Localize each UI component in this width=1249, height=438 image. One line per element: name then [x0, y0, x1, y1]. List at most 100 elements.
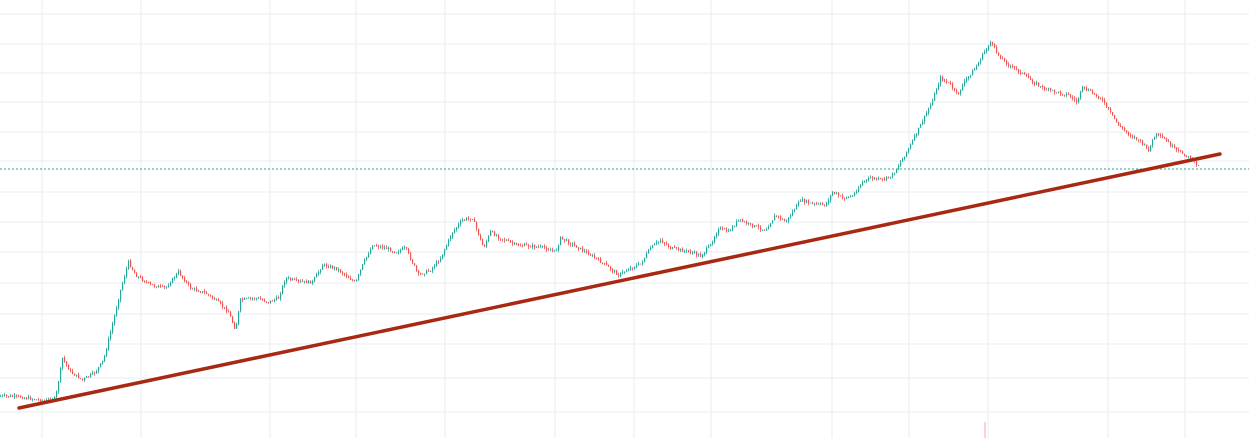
candle-body — [968, 76, 970, 79]
candle-body — [1190, 156, 1192, 160]
candle-body — [916, 133, 918, 136]
candle-body — [1056, 92, 1058, 94]
candle-body — [1122, 126, 1124, 128]
candle-body — [950, 82, 952, 84]
candle-body — [196, 288, 198, 291]
candle-body — [962, 85, 964, 91]
candle-body — [482, 239, 484, 246]
candle-body — [506, 240, 508, 242]
candle-body — [1104, 100, 1106, 103]
candle-body — [744, 221, 746, 223]
candle-body — [800, 201, 802, 202]
candle-body — [434, 266, 436, 268]
candle-body — [790, 215, 792, 217]
candle-body — [216, 299, 218, 301]
candle-body — [84, 378, 86, 380]
candle-body — [340, 269, 342, 273]
candle-body — [468, 218, 470, 219]
candle-body — [420, 273, 422, 275]
candle-body — [304, 280, 306, 282]
candle-body — [36, 399, 38, 401]
candle-body — [54, 396, 56, 400]
candle-body — [708, 245, 710, 248]
candle-body — [412, 259, 414, 264]
candle-body — [956, 89, 958, 93]
trend-line[interactable] — [17, 152, 1222, 410]
candle-body — [580, 247, 582, 250]
candle-body — [148, 282, 150, 283]
candle-body — [346, 274, 348, 277]
candle-body — [582, 247, 584, 251]
candle-body — [376, 245, 378, 247]
candle-body — [636, 265, 638, 268]
candle-body — [416, 265, 418, 271]
candle-body — [930, 105, 932, 109]
candle-body — [1026, 74, 1028, 76]
candle-body — [608, 265, 610, 267]
candle-body — [954, 88, 956, 90]
candle-body — [210, 295, 212, 296]
candle-body — [190, 284, 192, 289]
candle-body — [566, 239, 568, 241]
candle-body — [470, 218, 472, 220]
candle-body — [1010, 66, 1012, 67]
candle-body — [678, 248, 680, 251]
candle-body — [388, 248, 390, 249]
candle-body — [18, 395, 20, 397]
candle-body — [40, 399, 42, 402]
candle-body — [158, 285, 160, 288]
candle-body — [878, 178, 880, 180]
candle-body — [1096, 93, 1098, 97]
candle-body — [252, 298, 254, 300]
candle-body — [792, 211, 794, 216]
candle-body — [1098, 96, 1100, 99]
candle-body — [804, 199, 806, 203]
candle-body — [1158, 133, 1160, 135]
candle-body — [1140, 140, 1142, 141]
candle-body — [462, 219, 464, 222]
candle-body — [326, 264, 328, 267]
candle-body — [1174, 145, 1176, 148]
candle-body — [310, 280, 312, 284]
candle-body — [362, 264, 364, 270]
candle-body — [94, 372, 96, 374]
candle-body — [984, 51, 986, 54]
candle-body — [1108, 107, 1110, 109]
candle-body — [1116, 118, 1118, 122]
candle-body — [122, 283, 124, 290]
candle-body — [1102, 98, 1104, 101]
candle-body — [428, 270, 430, 272]
candle-body — [498, 235, 500, 239]
candle-body — [480, 235, 482, 240]
candle-body — [606, 263, 608, 265]
candle-body — [590, 255, 592, 256]
candle-body — [848, 196, 850, 198]
candle-body — [230, 312, 232, 317]
candle-body — [528, 245, 530, 247]
candle-body — [402, 248, 404, 250]
candle-body — [98, 367, 100, 372]
candle-body — [222, 303, 224, 307]
candle-body — [72, 371, 74, 374]
candle-body — [518, 244, 520, 246]
candle-body — [30, 397, 32, 400]
candle-body — [966, 78, 968, 81]
candle-body — [182, 275, 184, 278]
candle-body — [358, 274, 360, 280]
candle-body — [1144, 144, 1146, 146]
candle-body — [620, 272, 622, 277]
candle-body — [726, 229, 728, 232]
candle-body — [770, 223, 772, 227]
candle-body — [10, 395, 12, 397]
candle-body — [542, 246, 544, 247]
candle-body — [110, 332, 112, 339]
candle-body — [454, 229, 456, 233]
candle-body — [212, 295, 214, 299]
candle-body — [184, 277, 186, 282]
candle-body — [194, 288, 196, 290]
candle-body — [126, 268, 128, 277]
candle-body — [410, 253, 412, 260]
candle-body — [926, 112, 928, 116]
candle-body — [896, 168, 898, 173]
